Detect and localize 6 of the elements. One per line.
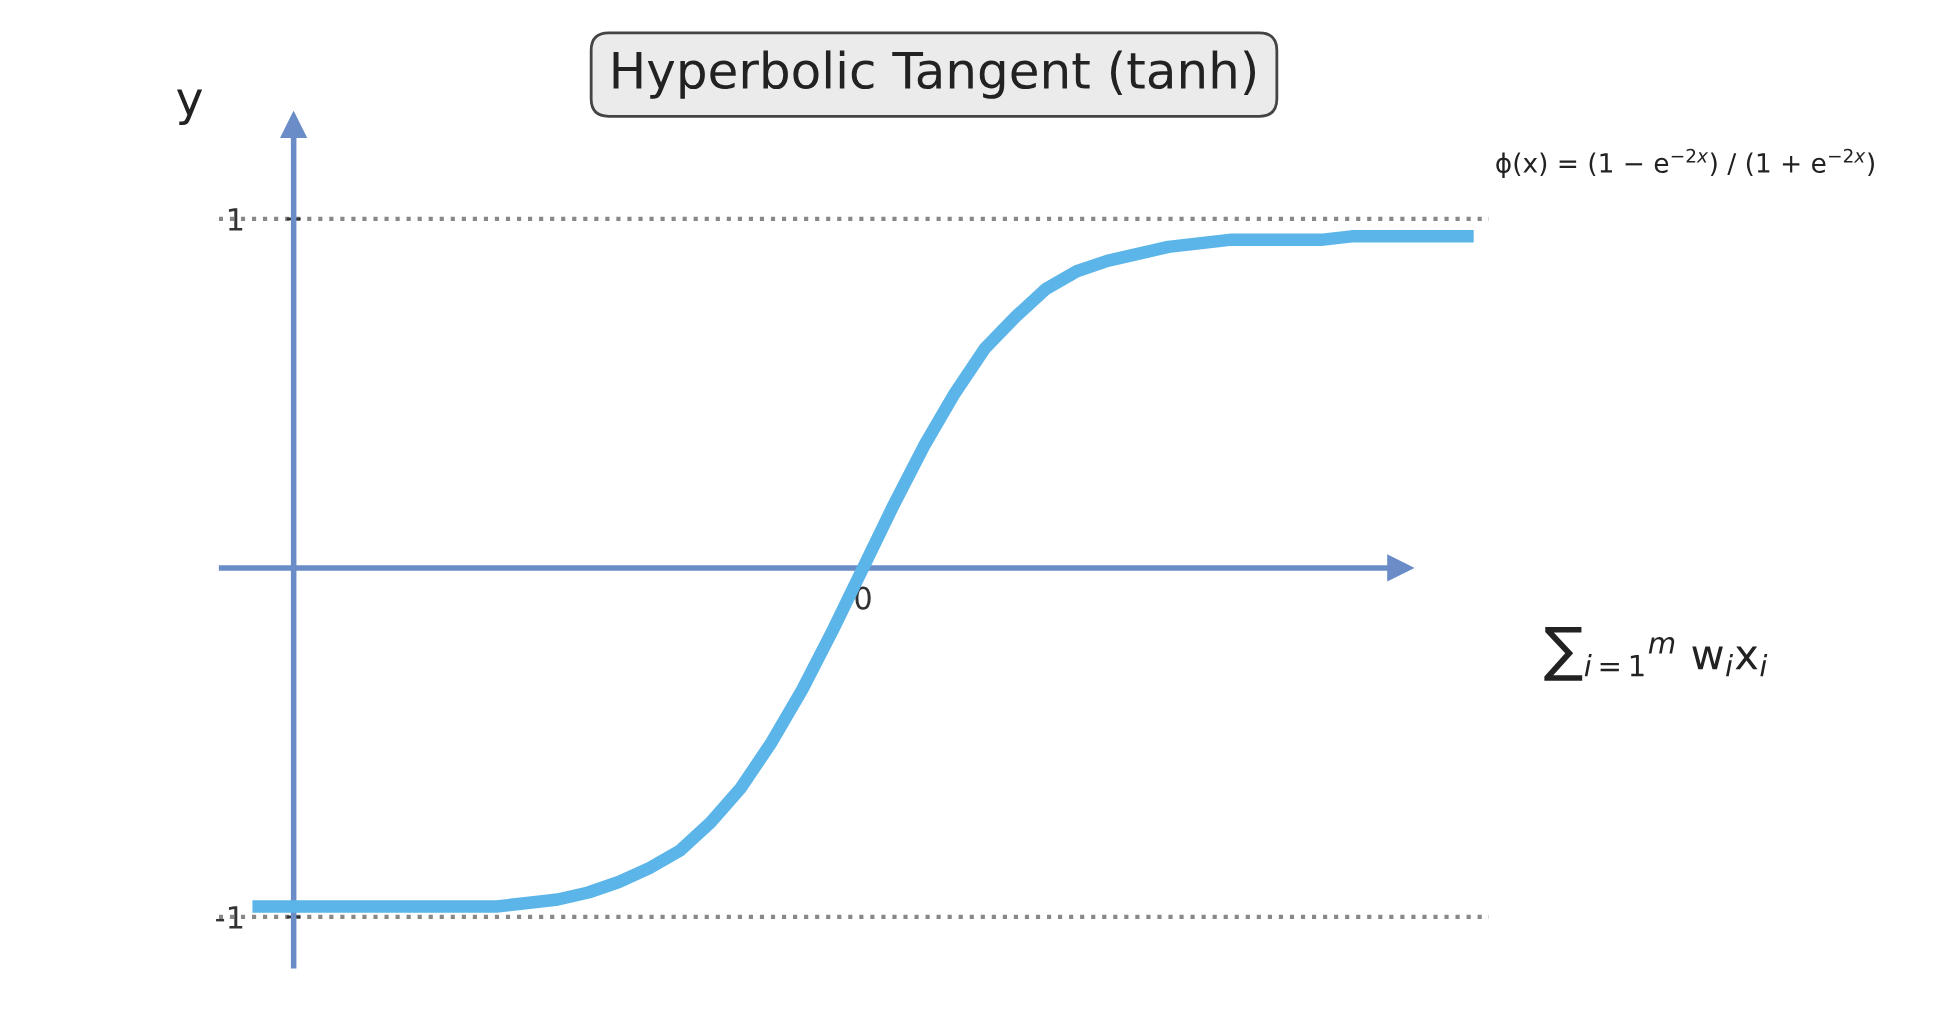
y-tick-label: 1 <box>228 208 243 231</box>
x-axis-title: ∑$_{i=1}$$^{m}$ w$_{i}$x$_{i}$ <box>1544 627 1768 681</box>
text: ϕ(x) = (1 − e$^{−2x}$) / (1 + e$^{−2x}$) <box>1496 148 1874 179</box>
y-tick-label: -1 <box>216 906 243 929</box>
chart-title: Hyperbolic Tangent (tanh) <box>613 50 1256 99</box>
y-axis-title: y <box>176 89 203 126</box>
